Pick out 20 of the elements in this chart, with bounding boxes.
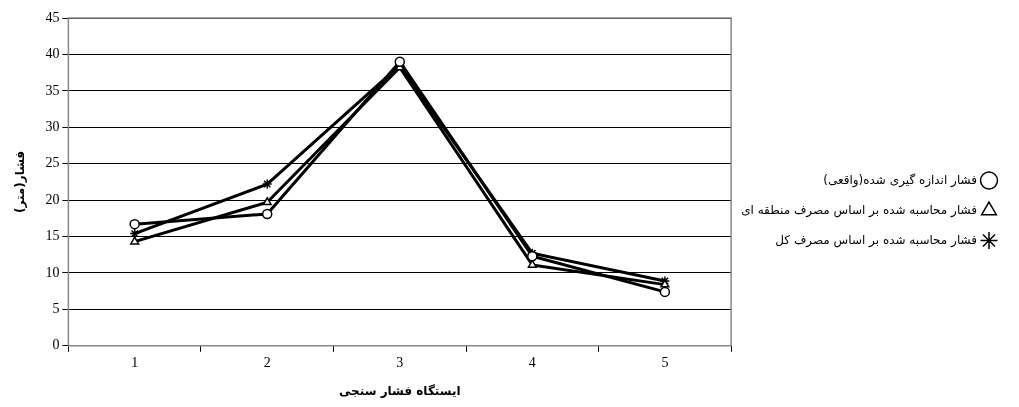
y-tick-label: 15 [45, 228, 60, 244]
y-axis-title: فشار(متر) [13, 150, 28, 214]
x-axis-title: ایستگاه فشار سنجی [338, 383, 461, 398]
y-tick-label: 35 [45, 82, 60, 98]
x-tick-label: 2 [263, 354, 271, 370]
legend-label: فشار محاسبه شده بر اساس مصرف منطقه ای [741, 202, 977, 218]
y-tick-label: 40 [45, 46, 60, 62]
legend-label: فشار محاسبه شده بر اساس مصرف کل [775, 232, 977, 248]
legend-label: فشار اندازه گیری شده(واقعی) [823, 172, 977, 188]
y-tick-label: 5 [52, 301, 60, 317]
x-tick-label: 3 [396, 354, 404, 370]
x-tick-label: 4 [528, 354, 536, 370]
y-tick-label: 20 [45, 191, 60, 207]
y-tick-label: 10 [45, 264, 60, 280]
y-tick-label: 25 [45, 155, 60, 171]
x-tick-label: 1 [131, 354, 139, 370]
y-tick-label: 30 [45, 118, 60, 134]
x-tick-label: 5 [661, 354, 669, 370]
y-tick-label: 45 [45, 9, 60, 25]
y-tick-label: 0 [52, 337, 60, 353]
